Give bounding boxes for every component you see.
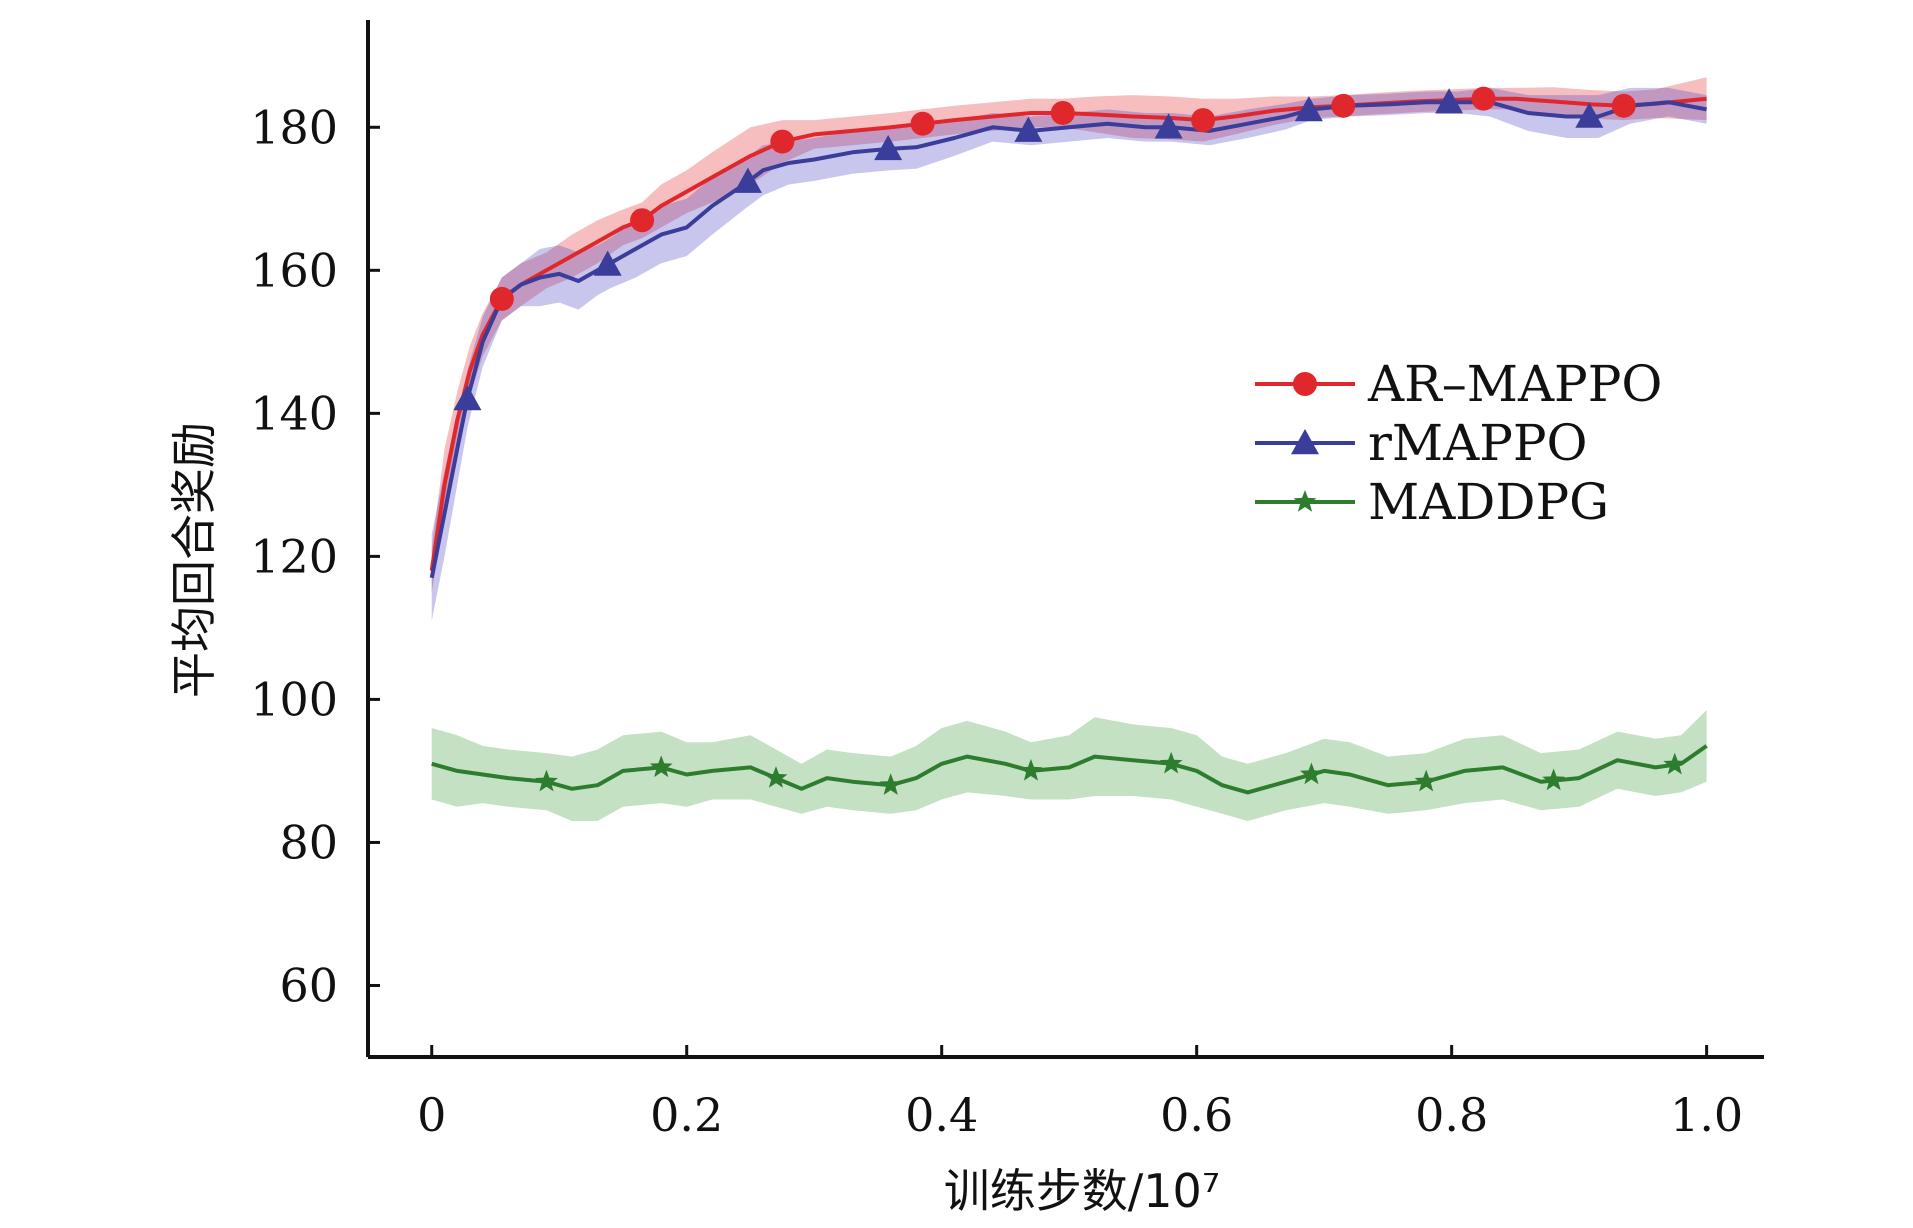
ar-mappo-marker: [1471, 86, 1496, 111]
ar-mappo-marker: [1191, 108, 1216, 133]
y-tick-label: 60: [279, 958, 338, 1012]
legend-marker-ar-mappo: [1293, 372, 1317, 396]
rmappo-marker: [1575, 102, 1604, 128]
maddpg-marker: [879, 773, 903, 795]
maddpg-marker: [535, 769, 558, 792]
maddpg-marker: [1414, 769, 1438, 792]
axes: [366, 20, 1764, 1059]
legend-marker-rmappo: [1291, 429, 1319, 455]
ar-mappo-marker: [489, 286, 514, 311]
legend-marker-maddpg: [1293, 490, 1317, 512]
maddpg-line: [431, 744, 1708, 795]
y-tick-label: 80: [279, 815, 338, 869]
y-tick-label: 120: [250, 529, 338, 583]
maddpg-marker: [764, 766, 788, 788]
x-tick-label: 0.4: [905, 1088, 978, 1142]
y-ticks: 60 80 100 120 140 160 180: [250, 100, 380, 1012]
x-ticks: 0 0.2 0.4 0.6 0.8 1.0: [417, 1045, 1743, 1142]
series-markers: [453, 86, 1687, 795]
rmappo-marker: [593, 250, 622, 276]
ar-mappo-marker: [1331, 93, 1356, 118]
maddpg-marker: [1663, 752, 1687, 775]
rmappo-marker: [1294, 96, 1323, 122]
x-tick-label: 0.8: [1415, 1088, 1488, 1142]
ar-mappo-marker: [910, 111, 935, 136]
rmappo-marker: [733, 167, 762, 193]
maddpg-marker: [1159, 751, 1183, 774]
rmappo-marker: [874, 134, 903, 161]
x-tick-label: 1.0: [1670, 1088, 1743, 1142]
rmappo-marker: [1014, 116, 1043, 142]
y-tick-label: 160: [250, 243, 338, 297]
x-axis-title: 训练步数/10⁷: [944, 1164, 1220, 1218]
maddpg-marker: [1300, 762, 1323, 785]
x-tick-label: 0.2: [650, 1088, 723, 1142]
rmappo-marker: [453, 385, 482, 411]
maddpg-marker: [649, 755, 673, 778]
maddpg-marker: [1542, 768, 1566, 791]
maddpg-marker: [1019, 758, 1043, 781]
ar-mappo-marker: [770, 129, 795, 154]
y-tick-label: 100: [250, 672, 338, 726]
rmappo-marker: [1435, 88, 1464, 114]
ar-mappo-marker: [1611, 93, 1636, 118]
legend-label-ar-mappo: AR–MAPPO: [1367, 355, 1662, 413]
ar-mappo-marker: [1050, 100, 1075, 125]
legend-label-maddpg: MADDPG: [1368, 473, 1609, 531]
rmappo-marker: [1154, 113, 1183, 139]
y-axis-title: 平均回合奖励: [167, 422, 221, 698]
ar-mappo-marker: [630, 208, 655, 233]
x-tick-label: 0.6: [1160, 1088, 1233, 1142]
y-tick-label: 180: [250, 100, 338, 154]
x-tick-label: 0: [417, 1088, 446, 1142]
y-tick-label: 140: [250, 386, 338, 440]
legend-label-rmappo: rMAPPO: [1368, 414, 1587, 472]
